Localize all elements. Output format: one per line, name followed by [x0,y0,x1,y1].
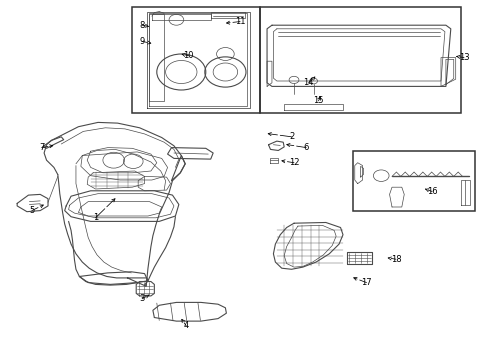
Text: 4: 4 [184,321,189,330]
Text: 10: 10 [183,51,194,60]
Text: 8: 8 [140,21,145,30]
Text: 11: 11 [235,17,245,26]
Text: 5: 5 [29,206,34,215]
Text: 14: 14 [303,78,314,87]
Text: 16: 16 [427,187,438,196]
Text: 2: 2 [289,132,294,141]
Text: 7: 7 [39,143,44,152]
Text: 13: 13 [459,53,469,62]
Text: 18: 18 [391,255,401,264]
Text: 12: 12 [289,158,299,167]
Text: 15: 15 [313,96,324,105]
Text: 3: 3 [140,294,145,303]
Text: 1: 1 [93,213,98,222]
Text: 6: 6 [304,143,309,152]
Text: 17: 17 [361,278,372,287]
Text: 9: 9 [140,37,145,46]
